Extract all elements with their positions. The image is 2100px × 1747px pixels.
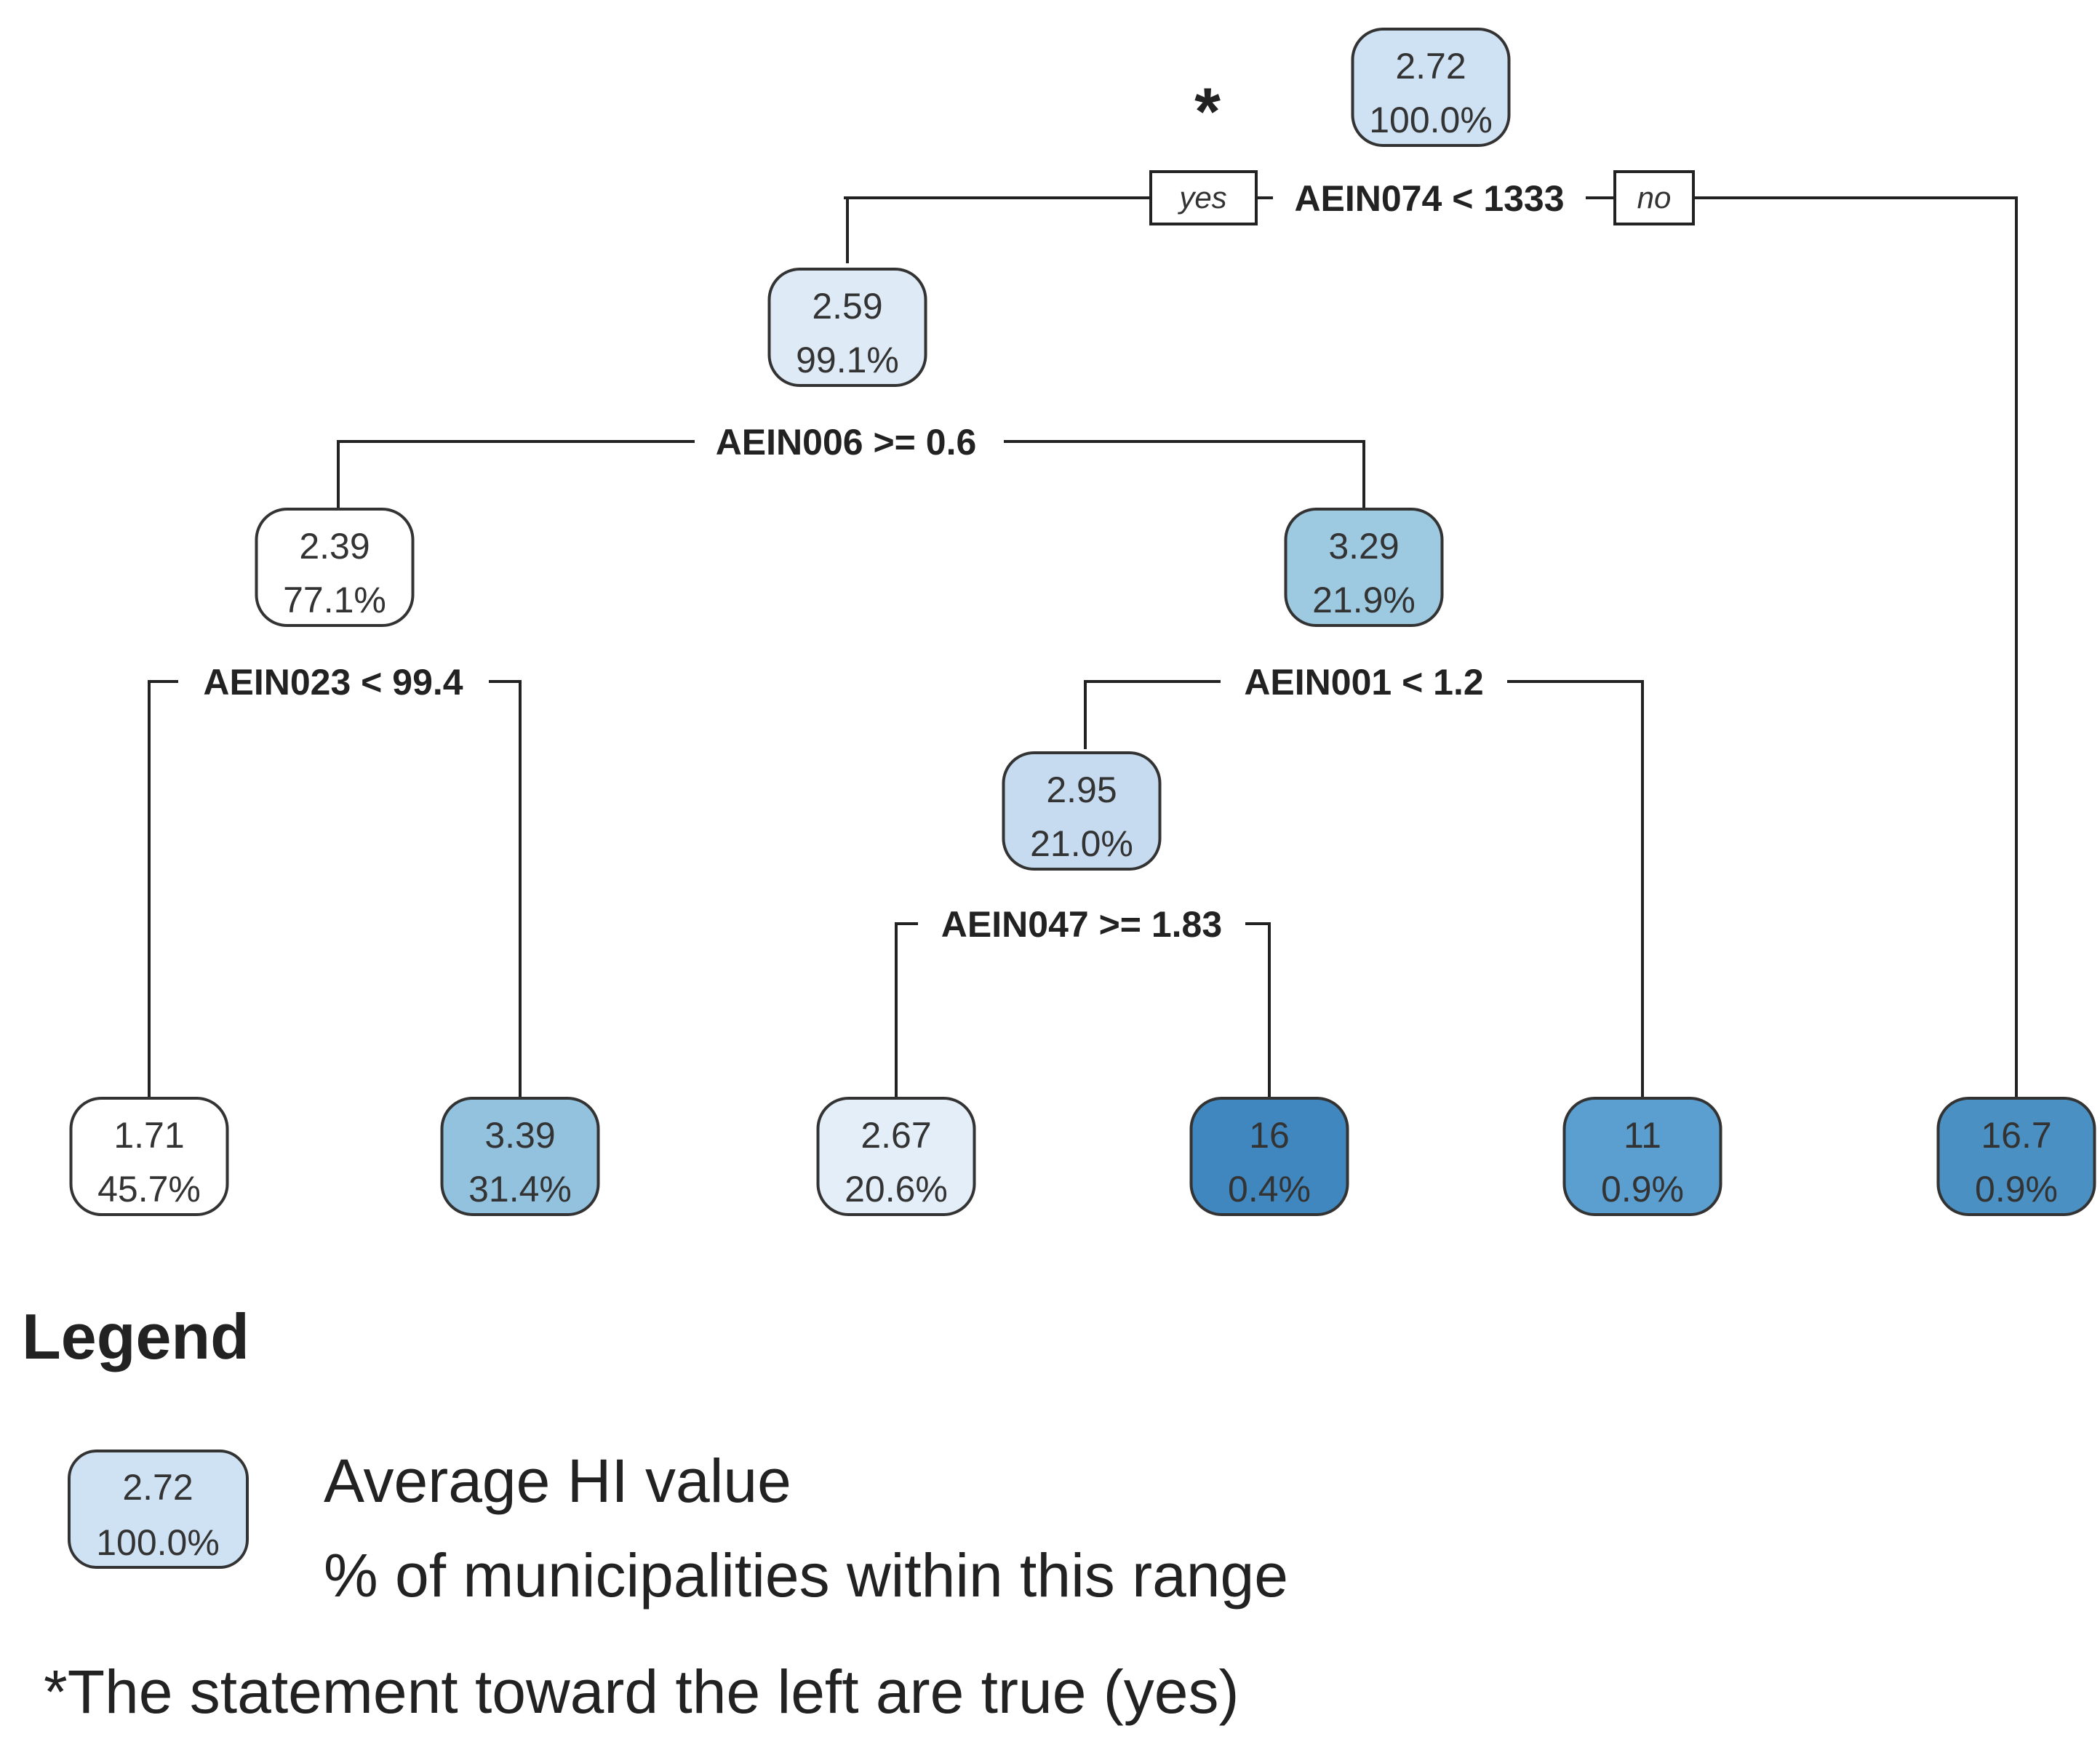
tree-node-box	[1002, 751, 1162, 871]
tree-node-percent: 0.9%	[1601, 1169, 1684, 1210]
edge-n2-right	[1004, 440, 1365, 511]
tree-node-box	[1284, 508, 1444, 627]
tree-node-n10: 2.95 21.0%	[1002, 751, 1162, 871]
tree-node-value: 2.95	[1046, 769, 1117, 810]
tree-node-box	[1351, 28, 1511, 147]
legend: Legend 2.72 100.0% Average HI value % of…	[22, 1300, 1288, 1726]
tree-node-value: 2.59	[812, 286, 882, 327]
split-label-aein006: AEIN006 >= 0.6	[716, 422, 977, 463]
legend-footnote: *The statement toward the left are true …	[44, 1658, 1239, 1726]
split-label-aein023: AEIN023 < 99.4	[203, 662, 463, 703]
edge-n4-right	[489, 680, 522, 1111]
tree-node-value: 1.71	[113, 1115, 184, 1156]
tree-node-value: 16.7	[1981, 1115, 2051, 1156]
tree-node-percent: 20.6%	[845, 1169, 948, 1210]
edge-n5-right	[1507, 680, 1644, 1111]
legend-value-description: Average HI value	[324, 1447, 791, 1515]
tree-node-value: 3.39	[484, 1115, 555, 1156]
tree-node-percent: 77.1%	[283, 580, 386, 620]
tree-node-n8: 1.71 45.7%	[69, 1097, 229, 1216]
no-tag-box	[1613, 170, 1695, 225]
edge-n10-left	[895, 922, 918, 1111]
tree-node-percent: 21.9%	[1312, 580, 1416, 620]
split-label-aein047: AEIN047 >= 1.83	[941, 904, 1222, 945]
tree-node-value: 2.72	[1395, 46, 1466, 87]
yes-tag-label: yes	[1177, 180, 1226, 215]
edge-n2-left	[337, 440, 695, 511]
yes-tag-box	[1149, 170, 1258, 225]
tree-node-root: 2.72 100.0%	[1351, 28, 1511, 147]
tree-node-n4: 2.39 77.1%	[255, 508, 415, 627]
tree-node-box	[440, 1097, 600, 1216]
tree-node-box	[1189, 1097, 1349, 1216]
tree-node-percent: 31.4%	[468, 1169, 572, 1210]
tree-node-n9: 3.39 31.4%	[440, 1097, 600, 1216]
legend-percent-description: % of municipalities within this range	[324, 1541, 1288, 1610]
tree-node-percent: 0.9%	[1975, 1169, 2058, 1210]
tree-node-percent: 45.7%	[97, 1169, 201, 1210]
legend-sample-box	[68, 1450, 249, 1569]
tree-node-n21: 16 0.4%	[1189, 1097, 1349, 1216]
tree-node-n2: 2.59 99.1%	[767, 268, 927, 387]
tree-nodes: 2.72 100.0% 2.59 99.1% 16.7 0.9% 2.39 77.1% 3.29…	[69, 28, 2096, 1216]
tree-node-n3: 16.7 0.9%	[1936, 1097, 2096, 1216]
tree-node-value: 2.39	[299, 526, 370, 567]
tree-node-value: 11	[1624, 1115, 1661, 1156]
legend-sample-percent: 100.0%	[96, 1522, 220, 1563]
tree-node-box	[1562, 1097, 1722, 1216]
tree-node-n20: 2.67 20.6%	[816, 1097, 976, 1216]
tree-node-value: 2.67	[861, 1115, 931, 1156]
tree-node-value: 16	[1249, 1115, 1290, 1156]
tree-node-percent: 99.1%	[796, 340, 899, 380]
split-label-aein074: AEIN074 < 1333	[1294, 178, 1564, 219]
tree-node-percent: 100.0%	[1369, 100, 1493, 140]
tree-node-n11: 11 0.9%	[1562, 1097, 1722, 1216]
tree-node-value: 3.29	[1328, 526, 1399, 567]
edge-n4-left	[148, 680, 178, 1111]
no-tag-label: no	[1637, 180, 1672, 215]
tree-node-box	[767, 268, 927, 387]
split-label-aein001: AEIN001 < 1.2	[1244, 662, 1483, 703]
edge-root-to-n2	[846, 196, 1151, 263]
edge-root-right	[1693, 196, 2018, 1111]
edge-n10-right	[1245, 922, 1271, 1111]
tree-node-box	[816, 1097, 976, 1216]
tree-node-percent: 21.0%	[1030, 823, 1133, 864]
legend-sample-value: 2.72	[122, 1467, 193, 1508]
yes-no-tags: yes no *	[1149, 75, 1695, 225]
legend-title: Legend	[22, 1300, 249, 1372]
edge-n5-left	[1084, 680, 1221, 749]
tree-node-percent: 0.4%	[1228, 1169, 1311, 1210]
asterisk-marker: *	[1194, 75, 1221, 149]
split-labels: AEIN074 < 1333 AEIN006 >= 0.6 AEIN023 < …	[178, 175, 1586, 947]
tree-node-box	[69, 1097, 229, 1216]
tree-node-box	[1936, 1097, 2096, 1216]
tree-edges	[148, 196, 2018, 1111]
tree-node-box	[255, 508, 415, 627]
tree-node-n5: 3.29 21.9%	[1284, 508, 1444, 627]
